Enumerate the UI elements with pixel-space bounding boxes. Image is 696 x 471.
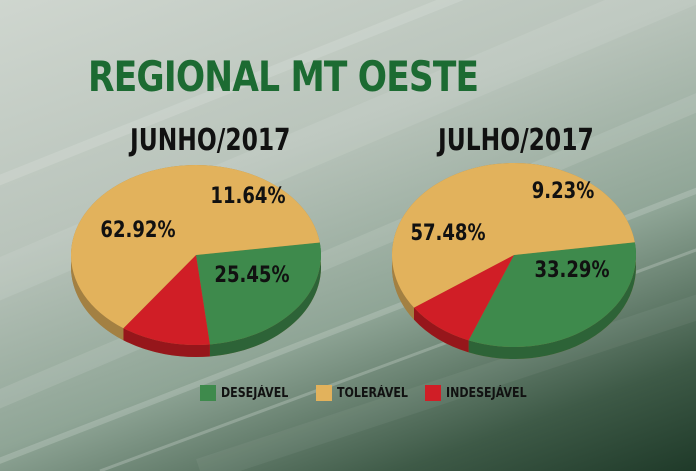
pie-slice-indesejável [123,255,210,345]
pie-slice-indesejável [413,255,514,341]
pie-slice-tolerável [391,162,635,308]
legend-label: INDESEJÁVEL [446,385,527,401]
pie-data-label: 25.45% [214,261,289,287]
pie-chart-1: 33.29% 57.48% 9.23% [391,162,636,359]
pie-slice-side [468,242,636,359]
pie-data-label: 62.92% [100,216,175,242]
pie-slice-tolerável [71,165,320,329]
pie-slice-side [209,242,321,357]
legend-label: TOLERÁVEL [337,385,408,401]
pie-slice-side [413,307,469,353]
pie-data-label: 57.48% [410,219,485,245]
chart-title-june: JUNHO/2017 [130,123,291,158]
legend: DESEJÁVEL TOLERÁVEL INDESEJÁVEL [0,385,696,409]
legend-item-desejavel: DESEJÁVEL [200,385,300,401]
legend-item-indesejavel: INDESEJÁVEL [425,385,541,401]
legend-swatch-desejavel [200,385,216,401]
pie-data-label: 33.29% [534,256,609,282]
pie-data-label: 9.23% [532,177,595,203]
pie-slice-desejável [196,242,321,345]
legend-swatch-toleravel [316,385,332,401]
legend-item-toleravel: TOLERÁVEL [316,385,421,401]
page-title: REGIONAL MT OESTE [88,52,479,101]
pie-slice-side [123,328,210,357]
chart-title-july: JULHO/2017 [438,123,594,158]
legend-swatch-indesejavel [425,385,441,401]
pie-chart-0: 25.45% 62.92% 11.64% [71,165,321,357]
legend-label: DESEJÁVEL [221,385,289,401]
pie-slice-desejável [468,242,636,348]
pie-data-label: 11.64% [210,182,285,208]
